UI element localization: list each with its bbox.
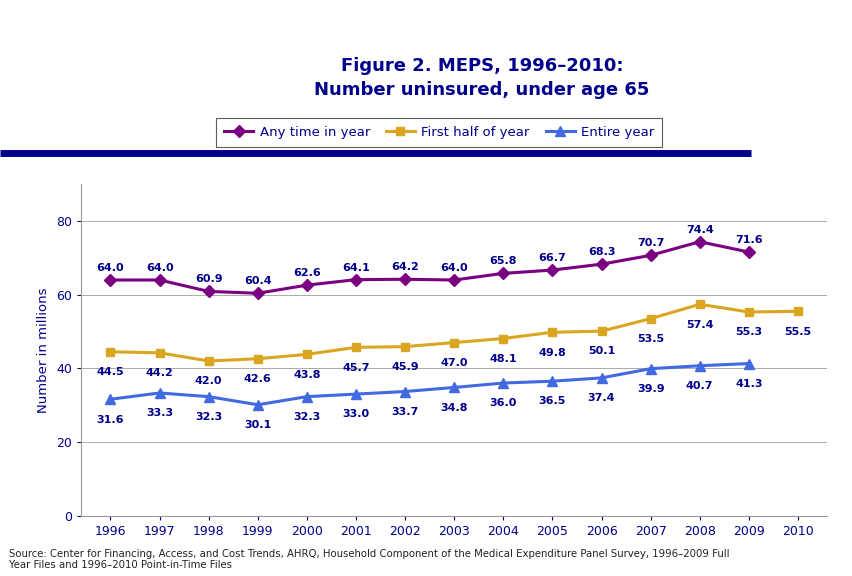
Text: 65.8: 65.8 — [489, 256, 516, 267]
Text: 57.4: 57.4 — [685, 320, 712, 329]
Text: 40.7: 40.7 — [685, 381, 712, 391]
Text: 45.9: 45.9 — [391, 362, 418, 372]
Text: 33.3: 33.3 — [146, 408, 173, 418]
Text: 45.7: 45.7 — [342, 363, 369, 373]
Text: 64.1: 64.1 — [342, 263, 370, 272]
Text: Source: Center for Financing, Access, and Cost Trends, AHRQ, Household Component: Source: Center for Financing, Access, an… — [9, 548, 728, 570]
Text: 36.0: 36.0 — [489, 399, 516, 408]
Text: 49.8: 49.8 — [538, 347, 566, 358]
Text: 60.9: 60.9 — [194, 274, 222, 285]
Text: 43.8: 43.8 — [293, 370, 320, 380]
Text: 31.6: 31.6 — [96, 415, 124, 425]
Text: 50.1: 50.1 — [587, 346, 614, 357]
Text: 70.7: 70.7 — [636, 238, 664, 248]
Legend: Any time in year, First half of year, Entire year: Any time in year, First half of year, En… — [216, 118, 662, 147]
Text: 68.3: 68.3 — [587, 247, 614, 257]
Text: 71.6: 71.6 — [734, 235, 762, 245]
Text: 62.6: 62.6 — [293, 268, 320, 278]
Text: 34.8: 34.8 — [440, 403, 468, 413]
Text: 42.0: 42.0 — [195, 376, 222, 386]
Text: 53.5: 53.5 — [636, 334, 664, 344]
Text: 55.5: 55.5 — [784, 327, 810, 336]
Text: 32.3: 32.3 — [195, 412, 222, 422]
Text: 44.2: 44.2 — [146, 368, 173, 378]
Text: 64.0: 64.0 — [440, 263, 468, 273]
Text: 47.0: 47.0 — [440, 358, 468, 368]
Text: 32.3: 32.3 — [293, 412, 320, 422]
Y-axis label: Number in millions: Number in millions — [37, 287, 50, 412]
Text: 33.0: 33.0 — [342, 410, 369, 419]
Text: 60.4: 60.4 — [244, 276, 271, 286]
Text: 33.7: 33.7 — [391, 407, 418, 417]
Text: 44.5: 44.5 — [96, 367, 124, 377]
Text: 64.0: 64.0 — [146, 263, 173, 273]
Text: 74.4: 74.4 — [685, 225, 713, 235]
Text: 30.1: 30.1 — [244, 420, 271, 430]
Text: 36.5: 36.5 — [538, 396, 566, 407]
Text: 41.3: 41.3 — [734, 379, 762, 389]
Text: 64.0: 64.0 — [96, 263, 124, 273]
Text: Figure 2. MEPS, 1996–2010:
Number uninsured, under age 65: Figure 2. MEPS, 1996–2010: Number uninsu… — [314, 57, 649, 98]
Text: 55.3: 55.3 — [734, 327, 762, 338]
Text: 64.2: 64.2 — [391, 262, 418, 272]
Text: 66.7: 66.7 — [538, 253, 566, 263]
Text: 37.4: 37.4 — [587, 393, 614, 403]
Text: 42.6: 42.6 — [244, 374, 272, 384]
Text: 39.9: 39.9 — [636, 384, 664, 394]
Text: 48.1: 48.1 — [489, 354, 516, 364]
